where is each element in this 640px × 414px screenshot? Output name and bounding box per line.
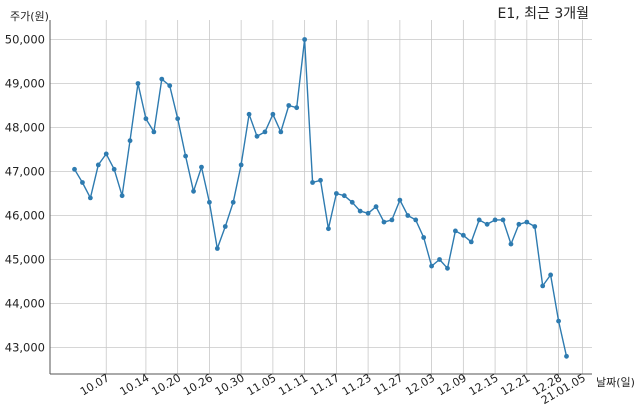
y-tick-labels: 43,000 44,000 45,000 46,000 47,000 48,000 49,0… xyxy=(5,33,45,355)
price-point xyxy=(254,133,260,139)
price-point xyxy=(151,129,157,135)
price-point xyxy=(294,105,300,111)
price-point xyxy=(333,191,339,196)
price-series xyxy=(72,37,569,359)
price-point xyxy=(548,272,554,278)
axes xyxy=(49,20,592,375)
price-point xyxy=(230,199,236,205)
price-point xyxy=(556,318,561,324)
price-point xyxy=(341,193,347,199)
price-point xyxy=(453,228,458,234)
price-point xyxy=(468,239,474,245)
x-tick-labels: 10.07 10.1410.2010.2610.3011.0511.1111.17… xyxy=(78,371,588,407)
price-point xyxy=(405,213,411,218)
x-tick-label: 10.14 xyxy=(118,371,152,398)
price-point xyxy=(72,166,77,172)
price-point xyxy=(532,224,538,229)
y-tick-label: 44,000 xyxy=(5,297,45,311)
price-point xyxy=(191,188,196,194)
chart-title: E1, 최근 3개월 xyxy=(497,6,589,22)
price-point xyxy=(143,116,149,122)
x-axis-label: 날짜(일) xyxy=(596,375,635,389)
price-point xyxy=(397,197,403,203)
x-tick-label: 12.15 xyxy=(467,371,501,398)
price-point xyxy=(238,162,244,168)
y-tick-label: 45,000 xyxy=(5,253,45,267)
price-point xyxy=(357,208,363,214)
price-point xyxy=(214,246,220,251)
x-tick-label: 10.20 xyxy=(149,371,183,398)
price-point xyxy=(262,129,268,135)
price-point xyxy=(278,129,284,135)
price-point xyxy=(111,166,117,172)
x-tick-label: 10.26 xyxy=(181,371,215,398)
y-tick-label: 46,000 xyxy=(5,209,45,223)
price-point xyxy=(484,221,490,227)
y-tick-label: 48,000 xyxy=(5,121,45,135)
price-point xyxy=(127,138,133,144)
x-tick-label: 11.11 xyxy=(276,371,310,398)
grid-lines xyxy=(50,20,592,374)
price-point xyxy=(167,83,173,89)
price-point xyxy=(119,193,125,199)
price-point xyxy=(95,162,101,168)
price-point xyxy=(175,116,181,122)
price-point xyxy=(429,263,434,269)
y-tick-label: 50,000 xyxy=(5,33,45,47)
price-point xyxy=(286,103,292,108)
price-line xyxy=(73,38,568,357)
x-tick-label: 12.21 xyxy=(499,371,533,398)
price-point xyxy=(373,204,379,210)
x-tick-label: 10.07 xyxy=(78,371,112,398)
price-point xyxy=(564,353,569,359)
price-point xyxy=(460,232,466,238)
price-point xyxy=(381,219,387,225)
price-point xyxy=(80,180,85,185)
price-point xyxy=(318,177,323,183)
price-point xyxy=(135,81,141,86)
x-tick-label: 11.27 xyxy=(372,371,406,398)
x-tick-label: 11.23 xyxy=(340,371,374,398)
price-point xyxy=(159,76,165,82)
price-point xyxy=(524,219,530,225)
price-point xyxy=(310,180,315,185)
price-point xyxy=(421,235,427,240)
price-point xyxy=(445,265,450,271)
y-axis-label: 주가(원) xyxy=(10,10,49,23)
price-point xyxy=(222,224,228,229)
price-point xyxy=(246,111,252,117)
price-point xyxy=(413,217,419,223)
x-tick-label: 12.09 xyxy=(435,371,469,398)
y-tick-label: 43,000 xyxy=(5,341,45,355)
x-tick-label: 11.05 xyxy=(245,371,279,398)
price-point xyxy=(103,151,109,157)
price-point xyxy=(326,226,331,232)
price-point xyxy=(183,153,188,159)
x-tick-label: 10.30 xyxy=(213,371,247,398)
x-tick-label: 12.03 xyxy=(403,371,437,398)
price-point xyxy=(540,283,546,289)
price-point xyxy=(437,257,442,262)
y-tick-label: 49,000 xyxy=(5,77,45,91)
x-tick-label: 11.17 xyxy=(308,371,342,398)
price-point xyxy=(516,221,522,227)
price-point xyxy=(270,111,276,117)
price-point xyxy=(508,241,514,247)
price-point xyxy=(365,210,371,216)
price-point xyxy=(349,199,355,205)
price-point xyxy=(389,217,395,223)
price-point xyxy=(87,195,93,201)
price-point xyxy=(492,217,498,223)
price-point xyxy=(476,217,482,223)
price-point xyxy=(199,164,204,170)
y-tick-label: 47,000 xyxy=(5,165,45,179)
price-point xyxy=(207,199,212,205)
price-point xyxy=(302,37,308,42)
price-point xyxy=(500,217,506,223)
